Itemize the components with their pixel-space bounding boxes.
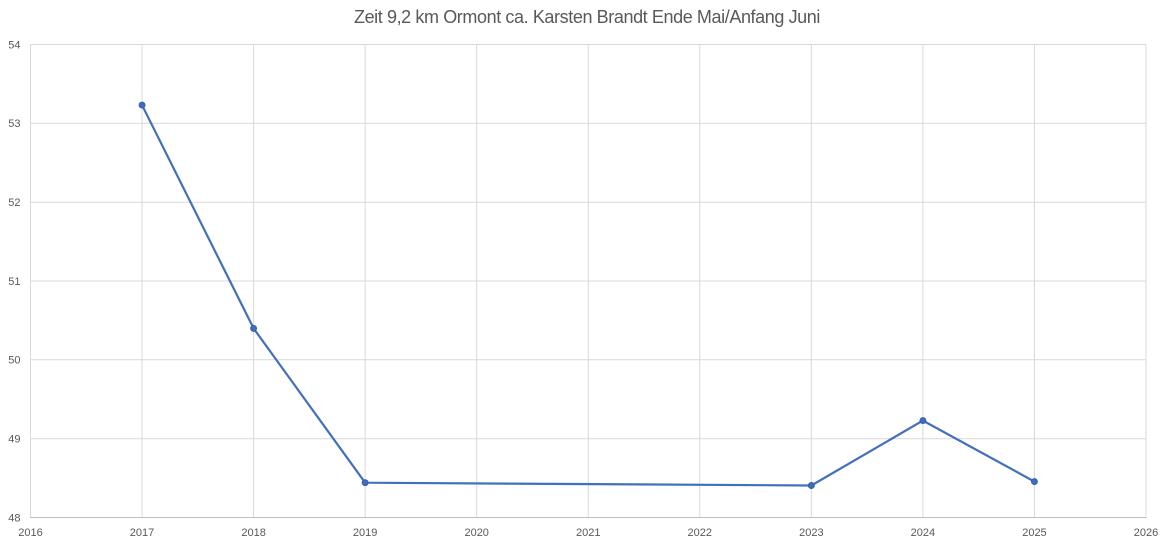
svg-text:2022: 2022 — [688, 527, 712, 539]
svg-text:51: 51 — [8, 276, 20, 288]
svg-text:2026: 2026 — [1134, 527, 1158, 539]
svg-text:54: 54 — [8, 39, 20, 51]
svg-text:Zeit 9,2 km Ormont ca. Karsten: Zeit 9,2 km Ormont ca. Karsten Brandt En… — [354, 7, 820, 27]
svg-text:2024: 2024 — [911, 527, 935, 539]
svg-text:2023: 2023 — [799, 527, 823, 539]
svg-text:53: 53 — [8, 118, 20, 130]
svg-text:2016: 2016 — [18, 527, 42, 539]
svg-text:2020: 2020 — [464, 527, 488, 539]
svg-text:48: 48 — [8, 512, 20, 524]
svg-text:52: 52 — [8, 197, 20, 209]
svg-text:49: 49 — [8, 434, 20, 446]
svg-text:2025: 2025 — [1022, 527, 1046, 539]
svg-text:2017: 2017 — [130, 527, 154, 539]
svg-text:2018: 2018 — [241, 527, 265, 539]
svg-text:2021: 2021 — [576, 527, 600, 539]
svg-text:2019: 2019 — [353, 527, 377, 539]
svg-text:50: 50 — [8, 355, 20, 367]
